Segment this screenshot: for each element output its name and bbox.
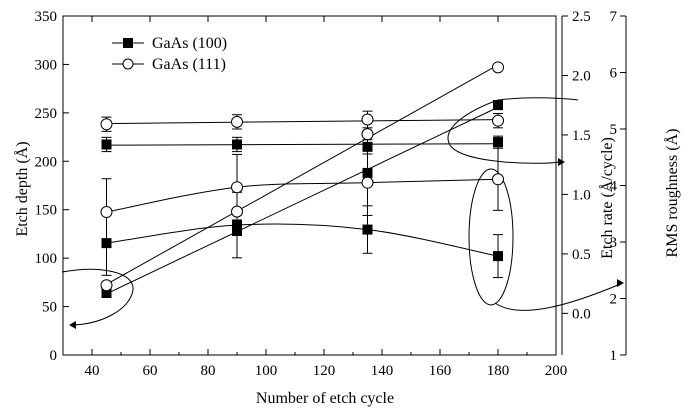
fit-line — [106, 143, 499, 146]
x-tick-label: 180 — [487, 363, 510, 379]
plot-border — [62, 15, 557, 356]
y-tick-label: 350 — [35, 9, 58, 25]
fit-curve — [106, 223, 499, 257]
data-point-gaas111 — [492, 61, 504, 74]
data-point-gaas100 — [232, 220, 242, 231]
data-point-gaas100 — [101, 238, 112, 249]
y3-tick-label: 2 — [610, 292, 618, 308]
y-tick-label: 150 — [35, 203, 58, 219]
annotation-ellipse-rms — [468, 168, 514, 306]
y2-tick-label: 1.0 — [572, 187, 591, 203]
data-point-gaas111 — [492, 173, 504, 186]
x-tick-label: 200 — [545, 363, 568, 379]
y3-tick-label: 3 — [610, 235, 618, 251]
legend-label-gaas111: GaAs (111) — [152, 56, 226, 73]
y3-tick-label: 7 — [610, 9, 618, 25]
annotation-arrow-rms — [494, 284, 619, 311]
data-point-gaas100 — [362, 167, 373, 178]
error-bars — [101, 110, 503, 279]
x-tick-label: 80 — [201, 363, 216, 379]
x-tick-label: 40 — [85, 363, 100, 379]
axes: 40 60 80 100 120 140 160 180 200 0 50 100 150 200 250 3… — [35, 9, 627, 379]
data-point-gaas111 — [361, 176, 374, 189]
y2-tick-label: 1.5 — [572, 128, 591, 144]
y-tick-label: 0 — [50, 348, 58, 364]
arrow-head — [69, 321, 76, 329]
data-point-gaas111 — [231, 181, 243, 194]
data-point-gaas100 — [362, 224, 373, 235]
fit-curve — [106, 178, 499, 213]
data-point-gaas100 — [493, 100, 503, 111]
data-point-gaas111 — [100, 279, 113, 292]
data-point-gaas111 — [231, 115, 243, 128]
y-axis-label-left: Etch depth (Å) — [13, 141, 31, 236]
x-tick-label: 140 — [371, 363, 394, 379]
fit-line — [106, 119, 499, 125]
annotation-ellipse-etch-rate — [447, 99, 561, 164]
y3-tick-label: 6 — [610, 66, 618, 82]
annotation-ellipse-etch-depth — [61, 268, 134, 326]
data-point-gaas100 — [362, 141, 373, 152]
annotations — [61, 97, 624, 329]
y-tick-label: 50 — [42, 300, 57, 316]
x-tick-label: 160 — [429, 363, 452, 379]
y3-tick-label: 5 — [610, 122, 618, 138]
annotation-curve-top — [497, 97, 579, 101]
data-point-gaas100 — [232, 139, 242, 150]
y-axis-label-etch-rate: Etch rate (Å/cycle) — [598, 137, 616, 259]
data-point-gaas100 — [101, 139, 112, 150]
y3-tick-label: 4 — [610, 179, 618, 195]
data-point-gaas111 — [361, 128, 374, 141]
y-tick-label: 300 — [35, 57, 58, 73]
fit-line — [106, 106, 499, 295]
y3-tick-label: 1 — [610, 348, 618, 364]
x-axis-label: Number of etch cycle — [256, 390, 394, 407]
data-point-gaas100 — [493, 251, 503, 262]
x-tick-label: 120 — [313, 363, 336, 379]
legend-marker-square — [123, 38, 133, 48]
y-tick-label: 100 — [35, 251, 58, 267]
data-point-gaas111 — [231, 205, 243, 218]
data-point-gaas100 — [101, 288, 112, 299]
y-tick-label: 200 — [35, 154, 58, 170]
y-tick-label: 250 — [35, 106, 58, 122]
x-tick-label: 100 — [255, 363, 278, 379]
data-point-gaas100 — [232, 226, 242, 237]
legend-label-gaas100: GaAs (100) — [152, 35, 227, 52]
data-point-gaas111 — [100, 206, 113, 219]
y2-tick-label: 2.5 — [572, 9, 591, 25]
data-point-gaas111 — [361, 113, 374, 126]
data-markers — [100, 61, 504, 299]
arrow-head — [617, 279, 624, 287]
fit-lines — [106, 64, 499, 295]
y2-tick-label: 0.0 — [572, 306, 591, 322]
y2-tick-label: 2.0 — [572, 68, 591, 84]
fit-line — [106, 64, 499, 285]
data-point-gaas111 — [492, 114, 504, 127]
legend-marker-circle — [122, 58, 134, 70]
data-point-gaas100 — [493, 137, 503, 148]
data-point-gaas111 — [100, 118, 113, 131]
legend: GaAs (100) GaAs (111) — [112, 35, 227, 73]
x-tick-label: 60 — [143, 363, 158, 379]
y2-tick-label: 0.5 — [572, 247, 591, 263]
y-axis-label-rms-roughness: RMS roughness (Å) — [663, 129, 681, 258]
